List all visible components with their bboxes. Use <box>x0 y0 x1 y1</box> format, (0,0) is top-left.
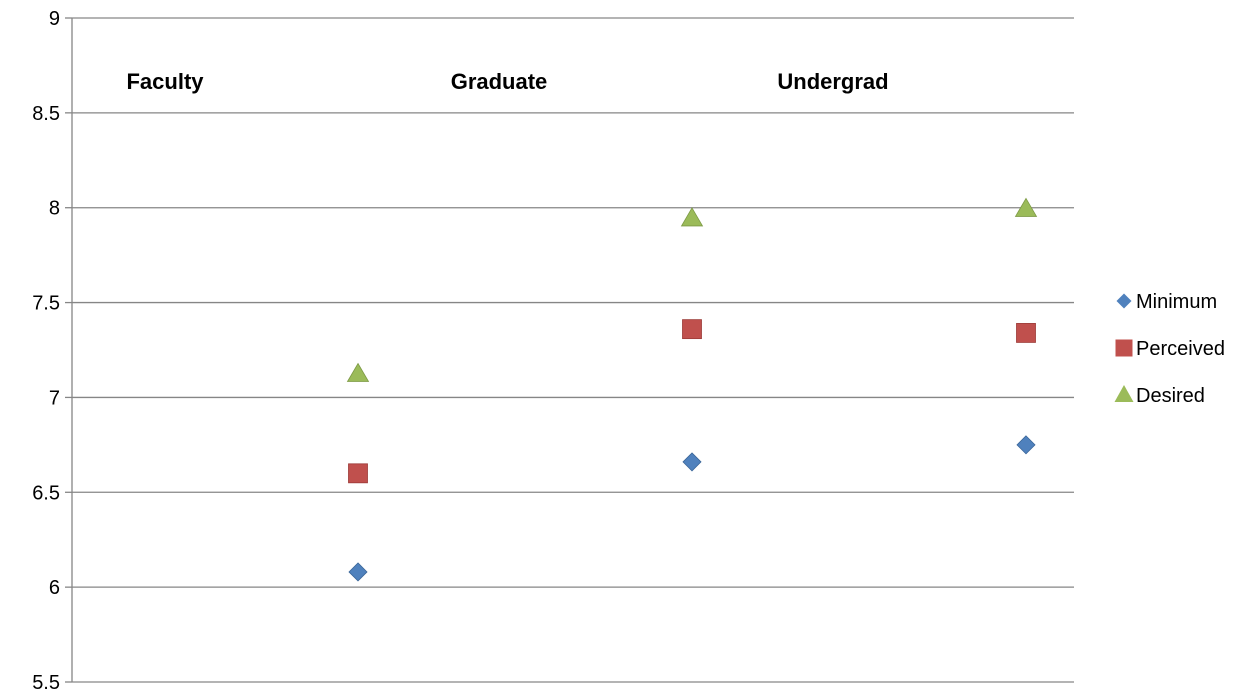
legend: Minimum Perceived Desired <box>1114 291 1225 407</box>
legend-label-perceived: Perceived <box>1136 338 1225 360</box>
y-tick-label: 6.5 <box>32 482 60 504</box>
category-labels: Faculty Graduate Undergrad <box>126 69 888 94</box>
point-desired-graduate <box>680 207 704 227</box>
legend-label-minimum: Minimum <box>1136 291 1217 313</box>
gridlines <box>72 17 1074 683</box>
legend-marker-perceived <box>1115 339 1133 357</box>
point-minimum-faculty <box>348 562 368 582</box>
y-tick-label: 9 <box>49 8 60 30</box>
data-points <box>346 197 1038 582</box>
y-tick-label: 6 <box>49 577 60 599</box>
category-label: Undergrad <box>777 69 888 94</box>
y-tick-label: 7 <box>49 387 60 409</box>
y-tick-label: 8 <box>49 198 60 220</box>
point-desired-undergrad <box>1014 197 1038 217</box>
point-desired-faculty <box>346 362 370 382</box>
legend-marker-desired <box>1114 385 1134 402</box>
point-minimum-graduate <box>682 452 702 472</box>
category-label: Faculty <box>126 69 204 94</box>
point-minimum-undergrad <box>1016 435 1036 455</box>
point-perceived-undergrad <box>1016 323 1036 343</box>
point-perceived-faculty <box>348 463 368 484</box>
y-tick-label: 8.5 <box>32 103 60 125</box>
y-tick-label: 7.5 <box>32 293 60 315</box>
y-tick-label: 5.5 <box>32 672 60 694</box>
y-axis-ticks: 5.5 6 6.5 7 7.5 8 8.5 9 <box>32 8 72 694</box>
legend-label-desired: Desired <box>1136 385 1205 407</box>
category-label: Graduate <box>451 69 548 94</box>
point-perceived-graduate <box>682 319 702 340</box>
legend-marker-minimum <box>1116 293 1132 309</box>
